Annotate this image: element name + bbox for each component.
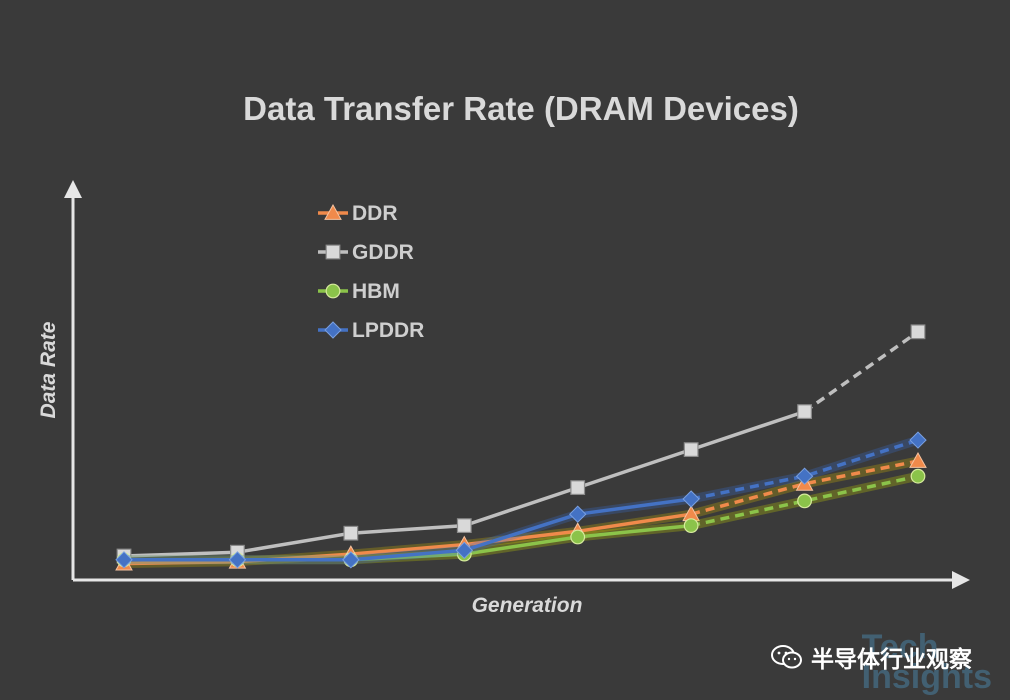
y-axis-label: Data Rate [37,321,60,418]
series-lpddr-point-5 [569,505,587,523]
series-gddr-point-5 [570,480,586,495]
watermark-bottom: Insights [861,658,992,696]
series-hbm-line-dashed [690,474,919,528]
legend-label-gddr: GDDR [352,241,414,264]
account-name: 半导体行业观察 [811,646,972,672]
x-axis-label: Generation [472,594,583,617]
account-brand: 半导体行业观察 [771,640,972,674]
legend: DDR GDDR HBM LPDDR [318,202,424,342]
series-lpddr-point-3 [342,551,360,569]
series-gddr-point-7 [797,404,812,419]
legend-label-ddr: DDR [352,202,398,225]
series-lpddr-line-solid [124,497,692,562]
series-gddr-point-3 [343,525,359,541]
legend-marker-lpddr [324,321,342,339]
series-gddr-point-6 [683,442,699,457]
series-lpddr-point-1 [115,551,133,569]
legend-marker-ddr [324,203,342,220]
series-lpddr-point-4 [455,541,473,560]
legend-marker-gddr [325,244,341,260]
x-axis-arrow [952,571,970,589]
legend-marker-hbm [325,283,341,299]
legend-label-lpddr: LPDDR [352,319,424,342]
chart-title: Data Transfer Rate (DRAM Devices) [243,90,799,127]
watermark-top: Tech [861,628,939,666]
wechat-icon [771,645,802,669]
y-axis-arrow [64,180,82,198]
series-hbm-point-8 [910,468,926,484]
series-layer [115,324,927,571]
series-lpddr-point-8 [909,431,927,449]
watermark-logo: Tech Insights [861,628,992,696]
legend-item-gddr: GDDR [318,241,414,264]
series-lpddr-line-dashed [690,438,919,501]
series-gddr-point-4 [456,518,472,533]
series-gddr-line-solid [123,409,806,558]
axes [64,180,970,589]
series-lpddr-point-6 [682,490,700,508]
series-lpddr [115,431,927,569]
series-gddr [116,324,926,564]
series-lpddr-point-2 [228,551,247,569]
legend-item-hbm: HBM [318,280,400,303]
series-gddr-point-8 [910,324,926,340]
series-ddr-line-solid [123,512,692,566]
series-lpddr-point-7 [795,467,814,485]
series-gddr-line-dashed [803,330,920,414]
legend-item-lpddr: LPDDR [318,319,424,342]
legend-item-ddr: DDR [318,202,398,225]
series-hbm-point-6 [683,518,699,533]
series-hbm-point-5 [570,529,586,545]
series-hbm-point-7 [797,493,812,509]
series-ddr-point-8 [909,451,927,468]
legend-label-hbm: HBM [352,280,400,303]
